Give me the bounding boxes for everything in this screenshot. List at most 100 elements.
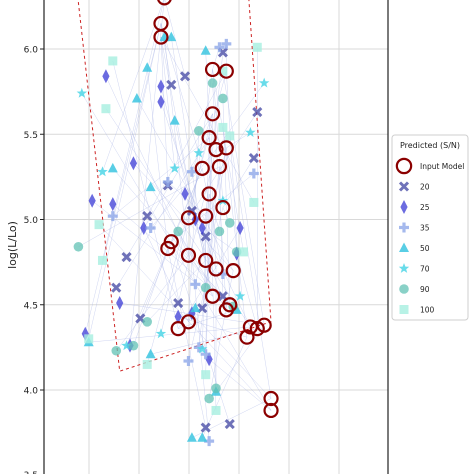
connector-line [222, 157, 255, 208]
connector-line [205, 50, 217, 269]
connector-line [178, 309, 237, 329]
series-90 [73, 78, 242, 404]
data-point [194, 126, 204, 136]
connector-line [212, 69, 224, 201]
data-point [225, 131, 235, 141]
data-point [121, 251, 132, 263]
data-point [145, 348, 156, 359]
legend-marker [400, 200, 408, 214]
connector-line [188, 111, 258, 218]
data-points [73, 0, 279, 447]
connector-line [112, 60, 179, 329]
y-tick-label: 6.0 [24, 46, 39, 56]
data-point [218, 140, 234, 156]
connector-line [164, 0, 186, 77]
data-point [218, 302, 234, 318]
data-point [142, 211, 153, 222]
connector-line [164, 37, 189, 256]
data-point [197, 432, 208, 442]
data-point [180, 247, 197, 263]
legend-marker [399, 242, 409, 252]
connector-line [212, 69, 244, 252]
data-point [204, 288, 221, 304]
data-point [194, 160, 210, 176]
legend-label: 35 [420, 224, 430, 233]
data-point [258, 77, 270, 88]
legend-entry: 25 [400, 200, 430, 214]
data-point [145, 223, 156, 234]
data-point [190, 302, 201, 313]
data-point [129, 156, 138, 171]
data-point [107, 211, 118, 222]
data-point [245, 127, 256, 137]
legend-label: 50 [420, 244, 430, 253]
data-point [157, 94, 165, 109]
legend-entry: 50 [399, 242, 430, 253]
y-tick-label: 4.5 [24, 301, 38, 311]
legend-label: 90 [420, 285, 430, 294]
data-point [224, 218, 235, 228]
legend-entry: 90 [399, 284, 430, 294]
data-point [225, 263, 241, 279]
connector-line [205, 113, 213, 375]
data-point [186, 432, 197, 442]
data-point [76, 87, 88, 98]
connector-line [150, 328, 258, 355]
connector-line [202, 337, 248, 438]
data-point [142, 317, 152, 327]
legend-label: 25 [420, 203, 430, 212]
data-point [197, 343, 208, 354]
legend-entries: Input Model 20 25 35 50 70 90 100 [395, 157, 464, 315]
connector-line [88, 326, 251, 343]
data-point [111, 282, 122, 293]
connector-line [88, 23, 162, 339]
data-point [111, 345, 122, 356]
connector-line [105, 108, 251, 328]
data-point [215, 199, 231, 216]
data-point [200, 422, 211, 433]
y-tick-label: 5.0 [24, 216, 39, 226]
connector-line [222, 71, 265, 326]
data-point [142, 359, 152, 369]
data-point [207, 78, 218, 88]
data-point [174, 309, 182, 324]
connector-line [229, 135, 272, 399]
legend-entry: Input Model [395, 157, 464, 175]
data-point [198, 252, 214, 269]
data-point [121, 340, 132, 351]
connector-line [171, 37, 206, 261]
data-point [183, 356, 194, 367]
data-point [173, 297, 184, 309]
legend-title: Predicted (S/N) [400, 141, 460, 150]
data-point [214, 42, 225, 53]
connector-line [133, 248, 169, 346]
connector-line [191, 398, 272, 438]
data-point [248, 153, 259, 164]
data-point [169, 115, 180, 125]
connector-line [202, 227, 251, 328]
connector-line [112, 168, 230, 305]
y-tick-labels: 4.0 4.5 5.0 5.5 6.0 3.5 [24, 46, 44, 474]
data-point [131, 92, 142, 103]
data-point [73, 241, 84, 252]
data-point [84, 334, 94, 344]
connector-line [208, 359, 272, 411]
data-point [102, 69, 110, 84]
data-point [160, 240, 176, 257]
data-point [263, 402, 279, 419]
connector-line [160, 37, 175, 169]
data-point [140, 221, 148, 236]
legend-marker [399, 284, 409, 294]
data-point [107, 162, 118, 173]
data-point [157, 0, 172, 6]
data-point [97, 255, 107, 265]
connector-line [160, 36, 255, 203]
data-point [218, 66, 228, 76]
data-point [205, 352, 213, 367]
legend-entry: 35 [399, 222, 430, 233]
connector-line [160, 37, 169, 186]
connector-line [201, 168, 224, 275]
data-point [180, 210, 197, 226]
data-point [239, 247, 249, 257]
connector-line [188, 130, 200, 322]
